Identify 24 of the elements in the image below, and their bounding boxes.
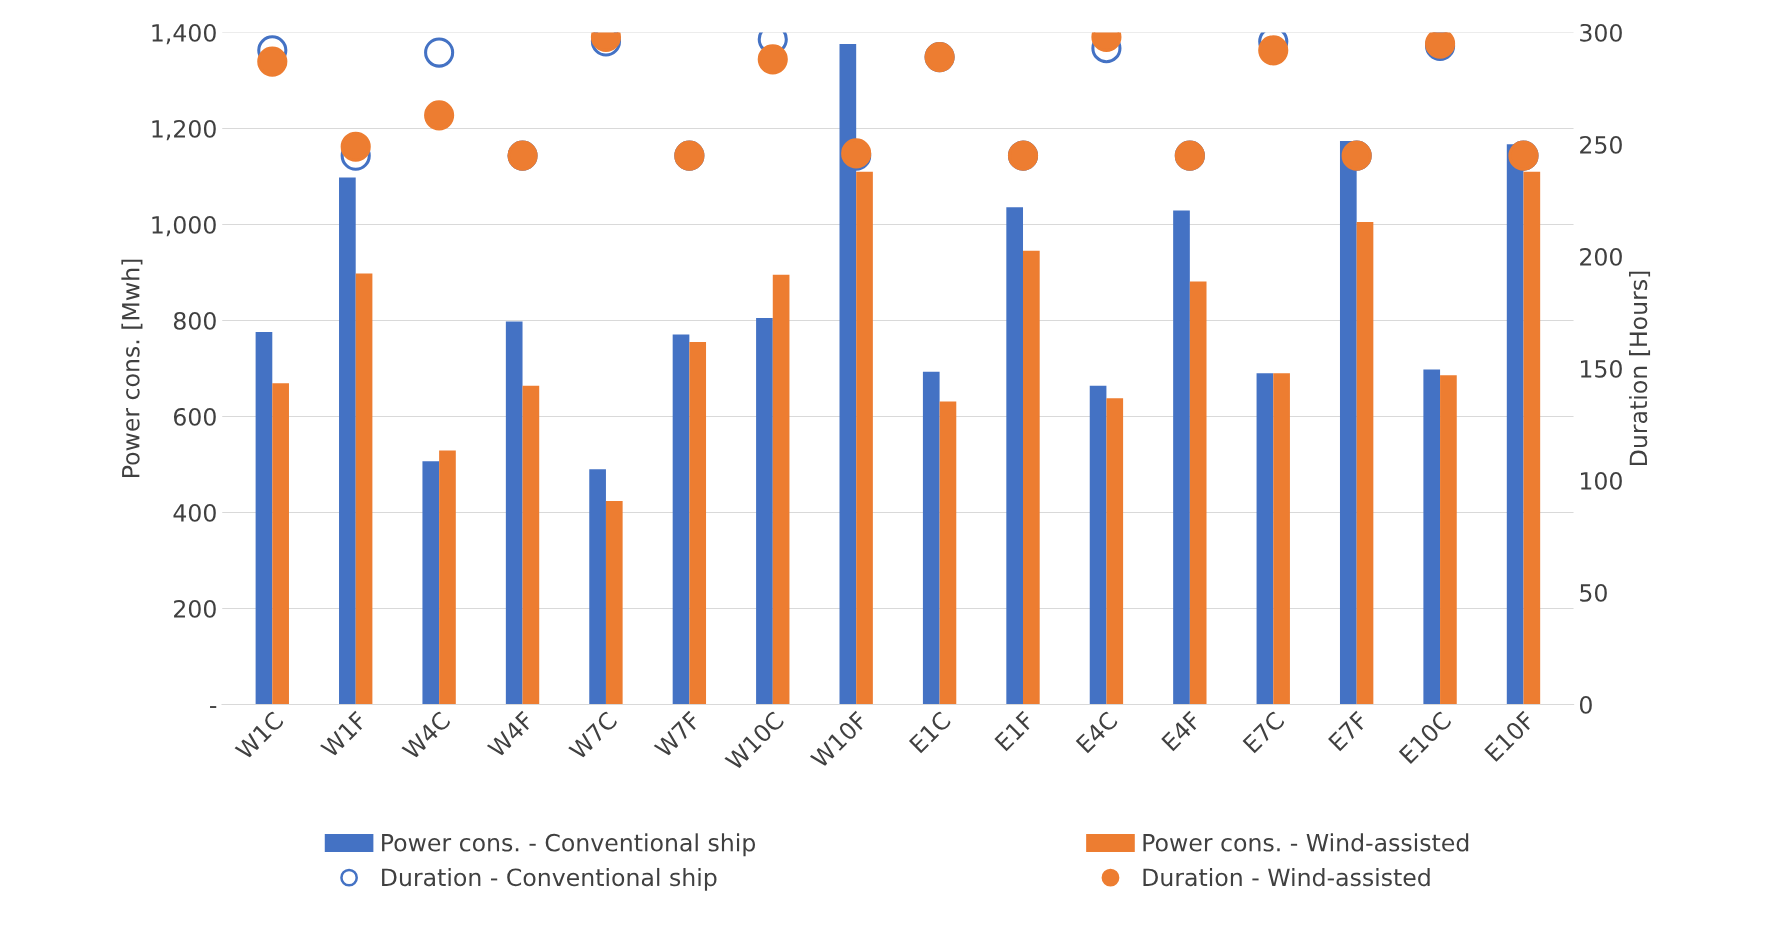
legend-label: Duration - Conventional ship xyxy=(382,867,717,891)
y-tick-label: 800 xyxy=(173,311,216,330)
y2-tick-label: 250 xyxy=(1580,135,1622,154)
y2-tick-label: 0 xyxy=(1579,695,1592,714)
y-tick-label: 200 xyxy=(174,599,216,618)
y2-tick-label: 200 xyxy=(1580,247,1622,266)
y2-tick-label: 150 xyxy=(1580,359,1622,378)
y2-tick-label: 300 xyxy=(1580,23,1622,42)
y-tick-label: 1,000 xyxy=(152,215,216,237)
y2-tick-label: 50 xyxy=(1580,583,1607,602)
y-tick-label: 400 xyxy=(173,503,216,522)
legend-label: Power cons. - Wind-assisted xyxy=(1143,833,1469,852)
x-tick-label: E1F xyxy=(994,710,1035,752)
x-tick-label: E7F xyxy=(1328,710,1369,752)
y2-axis-title: Duration [Hours] xyxy=(1629,271,1651,465)
x-tick-label: E4F xyxy=(1161,710,1202,752)
y2-tick-label: 100 xyxy=(1580,471,1622,490)
legend-label: Duration - Wind-assisted xyxy=(1143,867,1430,887)
y-tick-label: 600 xyxy=(173,407,216,426)
y-tick-label: - xyxy=(210,706,217,708)
y-axis-title: Power cons. [Mwh] xyxy=(121,259,143,477)
y-tick-label: 1,400 xyxy=(152,23,216,45)
legend-label: Power cons. - Conventional ship xyxy=(382,833,756,857)
y-tick-label: 1,200 xyxy=(152,119,216,141)
